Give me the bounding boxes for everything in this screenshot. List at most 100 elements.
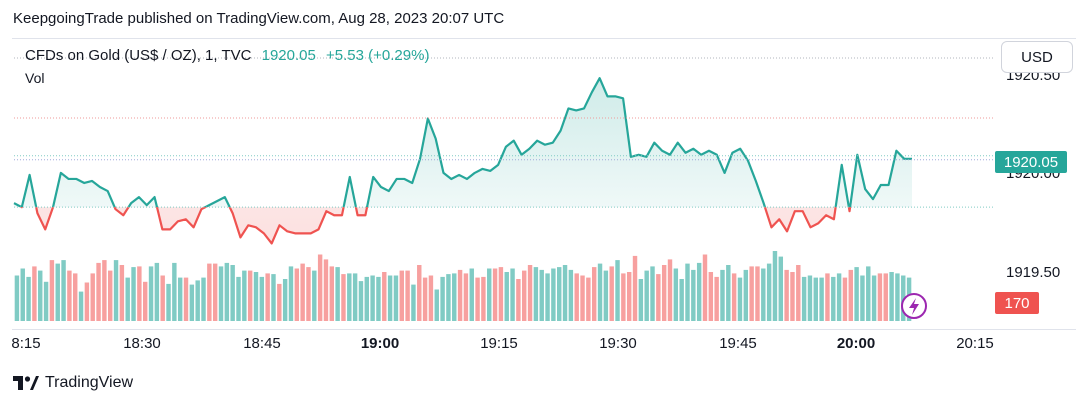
volume-bar bbox=[854, 267, 859, 321]
price-line bbox=[13, 77, 912, 245]
volume-bar bbox=[772, 251, 778, 321]
volume-bar bbox=[108, 270, 113, 321]
volume-bar bbox=[277, 283, 282, 321]
volume-bar bbox=[428, 275, 434, 321]
x-tick-label: 18:45 bbox=[243, 335, 281, 352]
volume-bar bbox=[306, 267, 311, 321]
volume-bar bbox=[463, 273, 469, 321]
volume-bar bbox=[183, 277, 189, 321]
volume-bar bbox=[358, 281, 364, 321]
volume-bar bbox=[166, 283, 171, 321]
volume-bar bbox=[73, 273, 78, 321]
volume-bar bbox=[113, 260, 119, 321]
volume-bar bbox=[131, 267, 136, 321]
area-above-baseline bbox=[14, 78, 912, 208]
volume-bar bbox=[545, 273, 550, 321]
volume-bar bbox=[457, 269, 463, 321]
volume-bar bbox=[434, 289, 439, 321]
volume-bar bbox=[539, 269, 544, 321]
volume-bar bbox=[253, 272, 259, 321]
volume-bar bbox=[492, 268, 498, 321]
currency-button[interactable]: USD bbox=[1001, 41, 1073, 73]
volume-bar bbox=[848, 269, 853, 321]
volume-bar bbox=[871, 275, 877, 321]
volume-bar bbox=[288, 266, 294, 321]
volume-bar bbox=[889, 272, 894, 321]
volume-bar bbox=[685, 263, 690, 321]
volume-bar bbox=[352, 273, 358, 321]
volume-bar bbox=[527, 265, 533, 321]
volume-bar bbox=[312, 270, 317, 321]
volume-bar bbox=[440, 276, 445, 321]
volume-bar bbox=[294, 268, 300, 321]
volume-bar bbox=[562, 265, 568, 321]
volume-bar bbox=[626, 272, 632, 321]
volume-bar bbox=[790, 272, 795, 321]
area-below-baseline bbox=[14, 207, 912, 244]
volume-bar bbox=[96, 262, 101, 321]
baseline-fill bbox=[14, 78, 912, 244]
volume-bar bbox=[399, 270, 404, 321]
volume-bar bbox=[696, 262, 702, 321]
volume-bar bbox=[142, 281, 148, 321]
volume-bar bbox=[702, 254, 708, 321]
volume-bar bbox=[90, 273, 95, 321]
volume-bar bbox=[632, 255, 638, 321]
volume-bar bbox=[825, 273, 830, 321]
volume-badge: 170 bbox=[995, 292, 1039, 314]
volume-label: Vol bbox=[25, 70, 45, 86]
price-line-up bbox=[13, 77, 912, 208]
volume-bar bbox=[650, 266, 655, 321]
symbol-title: CFDs on Gold (US$ / OZ), 1, TVC bbox=[25, 47, 252, 64]
volume-bar bbox=[38, 270, 43, 321]
volume-bar bbox=[749, 266, 754, 321]
volume-bar bbox=[615, 260, 620, 321]
volume-bar bbox=[43, 281, 49, 321]
volume-bar bbox=[341, 274, 346, 321]
time-axis[interactable]: 8:15 18:30 18:45 19:00 19:15 19:30 19:45 20:00 2… bbox=[11, 335, 993, 352]
volume-bar bbox=[597, 263, 603, 321]
volume-bar bbox=[393, 275, 399, 321]
volume-bar bbox=[487, 268, 492, 321]
volume-bar bbox=[207, 263, 212, 321]
volume-bar bbox=[201, 277, 206, 321]
tradingview-footer[interactable]: TradingView bbox=[13, 374, 133, 392]
volume-bar bbox=[796, 265, 801, 321]
volume-bar bbox=[125, 277, 130, 321]
volume-bar bbox=[452, 273, 457, 321]
volume-bar bbox=[510, 268, 515, 321]
volume-bar bbox=[259, 276, 265, 321]
volume-bar bbox=[61, 260, 66, 321]
flash-icon[interactable] bbox=[901, 293, 927, 319]
volume-bar bbox=[498, 267, 504, 321]
volume-bar bbox=[807, 275, 813, 321]
volume-bar bbox=[644, 270, 649, 321]
x-tick-label: 8:15 bbox=[11, 335, 40, 352]
last-price: 1920.05 bbox=[261, 47, 316, 64]
volume-bar bbox=[766, 263, 772, 321]
volume-bar bbox=[282, 279, 288, 321]
volume-bar bbox=[516, 279, 521, 321]
volume-bar bbox=[218, 266, 224, 321]
volume-bar bbox=[755, 266, 760, 321]
volume-bar bbox=[621, 273, 626, 321]
volume-bar bbox=[26, 276, 31, 321]
volume-bar bbox=[67, 270, 72, 321]
volume-bar bbox=[335, 267, 340, 321]
volume-bar bbox=[32, 266, 37, 321]
volume-bar bbox=[743, 269, 749, 321]
price-line-down bbox=[19, 207, 852, 245]
chart-frame bbox=[12, 38, 1076, 330]
volume-bar bbox=[347, 273, 352, 321]
volume-bar bbox=[580, 275, 585, 321]
volume-bar bbox=[522, 270, 527, 321]
volume-bar bbox=[691, 269, 696, 321]
volume-bar bbox=[387, 275, 393, 321]
volume-bar bbox=[866, 266, 871, 321]
volume-bar bbox=[731, 273, 737, 321]
volume-bar bbox=[801, 276, 807, 321]
volume-bar bbox=[364, 276, 369, 321]
volume-bar bbox=[469, 268, 474, 321]
